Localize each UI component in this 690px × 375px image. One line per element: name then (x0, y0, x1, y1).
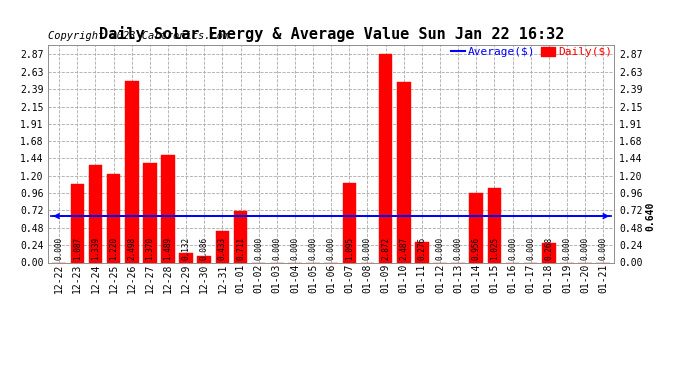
Title: Daily Solar Energy & Average Value Sun Jan 22 16:32: Daily Solar Energy & Average Value Sun J… (99, 27, 564, 42)
Text: 0.000: 0.000 (254, 237, 263, 260)
Text: 1.087: 1.087 (73, 237, 82, 260)
Bar (234, 211, 247, 262)
Text: 0.000: 0.000 (435, 237, 444, 260)
Bar (215, 231, 229, 262)
Text: 0.956: 0.956 (472, 237, 481, 260)
Text: 0.000: 0.000 (599, 237, 608, 260)
Text: 1.025: 1.025 (490, 237, 499, 260)
Bar (415, 243, 428, 262)
Text: Copyright 2023 Cartronics.com: Copyright 2023 Cartronics.com (48, 31, 230, 40)
Text: 0.000: 0.000 (508, 237, 517, 260)
Bar (397, 82, 411, 262)
Text: 1.220: 1.220 (109, 237, 118, 260)
Text: 0.132: 0.132 (181, 237, 190, 260)
Text: 0.000: 0.000 (290, 237, 299, 260)
Text: 0.000: 0.000 (453, 237, 462, 260)
Text: 0.000: 0.000 (580, 237, 589, 260)
Text: 0.000: 0.000 (562, 237, 571, 260)
Text: 2.487: 2.487 (400, 237, 408, 260)
Text: 0.000: 0.000 (55, 237, 63, 260)
Text: 1.370: 1.370 (146, 237, 155, 260)
Bar (107, 174, 120, 262)
Text: 0.000: 0.000 (273, 237, 282, 260)
Text: 1.095: 1.095 (345, 237, 354, 260)
Bar (342, 183, 356, 262)
Bar (88, 165, 102, 262)
Text: 0.640: 0.640 (645, 201, 656, 231)
Bar (70, 184, 84, 262)
Bar (488, 188, 501, 262)
Bar (379, 54, 393, 262)
Text: 2.498: 2.498 (127, 237, 136, 260)
Text: 0.276: 0.276 (417, 237, 426, 260)
Bar (542, 243, 555, 262)
Legend: Average($), Daily($): Average($), Daily($) (451, 47, 612, 57)
Bar (143, 163, 157, 262)
Bar (125, 81, 139, 262)
Text: 2.872: 2.872 (381, 237, 390, 260)
Bar (179, 253, 193, 262)
Text: 0.000: 0.000 (363, 237, 372, 260)
Text: 1.489: 1.489 (164, 237, 172, 260)
Text: 0.433: 0.433 (218, 237, 227, 260)
Bar (469, 193, 483, 262)
Text: 1.339: 1.339 (91, 237, 100, 260)
Bar (161, 154, 175, 262)
Bar (197, 256, 211, 262)
Text: 0.000: 0.000 (326, 237, 336, 260)
Text: 0.086: 0.086 (200, 237, 209, 260)
Text: 0.268: 0.268 (544, 237, 553, 260)
Text: 0.000: 0.000 (308, 237, 317, 260)
Text: 0.000: 0.000 (526, 237, 535, 260)
Text: 0.711: 0.711 (236, 237, 245, 260)
